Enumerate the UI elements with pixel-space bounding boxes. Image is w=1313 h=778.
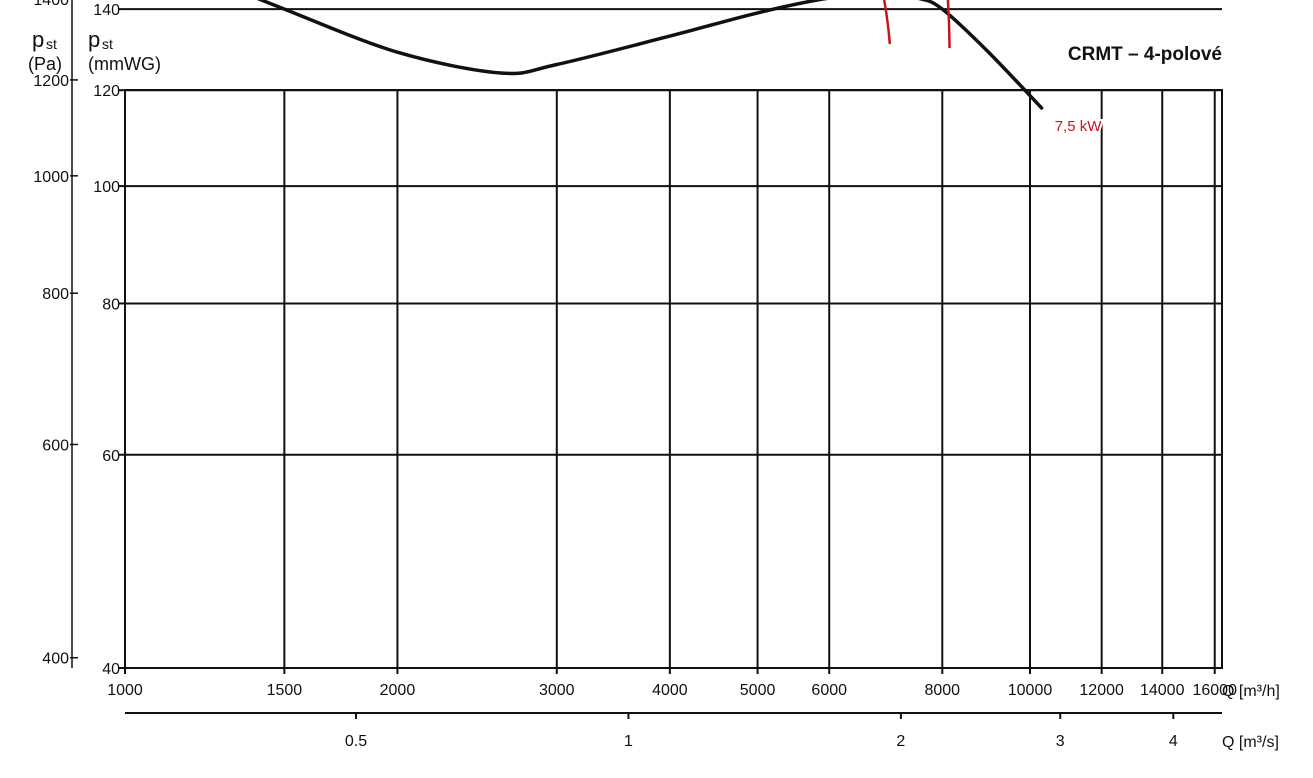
x-tick-label: 5000 <box>740 682 776 699</box>
x-tick-label: 10000 <box>1008 682 1053 699</box>
y-label-mm-sub: st <box>102 36 113 52</box>
plot-frame <box>124 89 1223 669</box>
x-tick-label: 12000 <box>1079 682 1124 699</box>
x-tick-label: 16000 <box>1192 682 1237 699</box>
power-marks <box>882 0 951 49</box>
x-tick-label: 6000 <box>811 682 847 699</box>
y-tick-label-pa: 800 <box>42 286 69 303</box>
series-curves <box>256 0 1044 110</box>
x-axis-m3s: 0.5 1 2 3 4 <box>125 712 1222 750</box>
y-tick-label-mmwg: 80 <box>102 296 120 313</box>
x2-tick-label: 3 <box>1056 733 1065 750</box>
x-tick-label: 8000 <box>924 682 960 699</box>
x2-tick-label: 4 <box>1169 733 1178 750</box>
y-tick-label-pa: 400 <box>42 651 69 668</box>
x-tick-label: 2000 <box>380 682 416 699</box>
x-tick-label: 14000 <box>1140 682 1185 699</box>
power-label: 7,5 kW <box>1055 118 1103 135</box>
y-label-pa-symbol: p <box>32 27 44 52</box>
y-axis-mmwg: 406080100120140160180200220240 <box>93 2 125 678</box>
y-tick-label-mmwg: 40 <box>102 661 120 678</box>
x-tick-label: 1000 <box>107 682 143 699</box>
y-label-pa-unit: (Pa) <box>28 54 62 74</box>
y-tick-label-pa: 1000 <box>33 169 69 186</box>
x-label-m3s: Q [m³/s] <box>1222 734 1279 751</box>
x-label-m3h: Q [m³/h] <box>1222 683 1280 700</box>
y-tick-label-mmwg: 60 <box>102 448 120 465</box>
y-axis-pa: 4006008001000120014001600180020002200240… <box>33 0 78 668</box>
y-label-pa-sub: st <box>46 36 57 52</box>
x-axis-m3h: 1000 1500 2000 3000 4000 5000 6000 8000 10000 120… <box>107 668 1237 699</box>
y-tick-label-pa: 1200 <box>33 73 69 90</box>
y-label-mm-unit: (mmWG) <box>88 54 161 74</box>
series-curve <box>256 0 1044 110</box>
chart-title: CRMT – 4-polové <box>1068 44 1222 65</box>
y-tick-label-mmwg: 140 <box>93 2 120 19</box>
power-mark <box>946 0 951 49</box>
y-label-mm-symbol: p <box>88 27 100 52</box>
power-mark <box>882 0 892 45</box>
x2-tick-label: 0.5 <box>345 733 367 750</box>
y-tick-label-pa: 1400 <box>33 0 69 9</box>
x-tick-label: 4000 <box>652 682 688 699</box>
x-tick-label: 1500 <box>267 682 303 699</box>
grid-lines <box>124 8 1223 669</box>
y-tick-label-mmwg: 100 <box>93 179 120 196</box>
y-tick-label-pa: 600 <box>42 437 69 454</box>
y-tick-label-mmwg: 120 <box>93 83 120 100</box>
x2-tick-label: 2 <box>896 733 905 750</box>
x2-tick-label: 1 <box>624 733 633 750</box>
x-tick-label: 3000 <box>539 682 575 699</box>
annotations: /4-400/165/4-450/185/4-500/2054 kW5,5 kW… <box>1053 116 1105 137</box>
